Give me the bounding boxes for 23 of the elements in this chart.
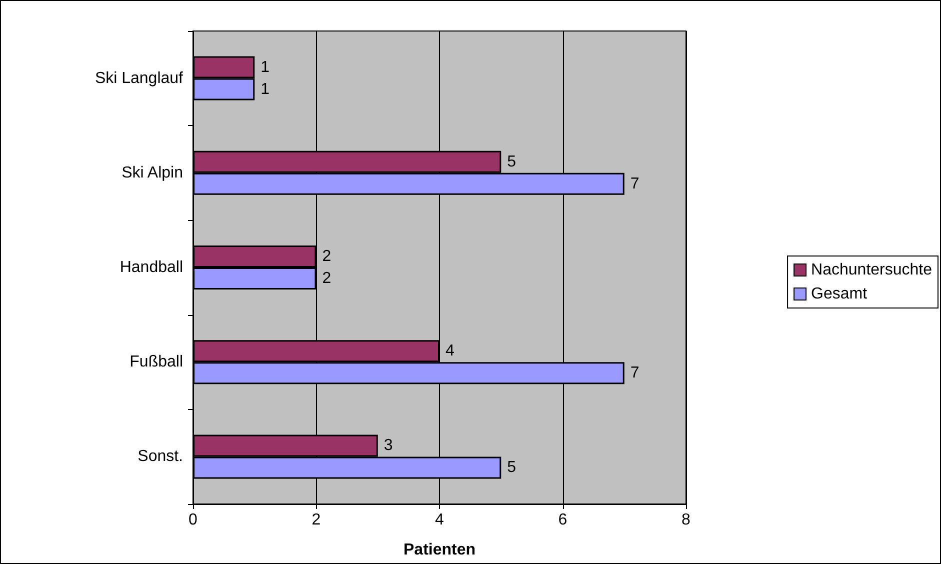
data-label: 3 (384, 437, 393, 454)
y-tick-label: Fußball (130, 354, 183, 371)
x-tick-label: 2 (312, 512, 321, 528)
data-label: 2 (322, 270, 332, 287)
y-tick-label: Sonst. (138, 448, 183, 466)
data-label: 5 (507, 459, 516, 476)
legend-label: Gesamt (811, 286, 868, 302)
x-axis-title: Patienten (403, 542, 476, 558)
x-tick-label: 8 (682, 512, 691, 528)
data-label: 7 (630, 364, 640, 382)
legend-label: Nachuntersuchte (811, 262, 932, 278)
y-tick-label: Ski Langlauf (94, 70, 184, 87)
data-label: 5 (507, 153, 516, 170)
x-tick-label: 4 (435, 512, 444, 528)
x-tick-label: 6 (558, 512, 568, 528)
x-tick-label: 0 (188, 512, 198, 528)
y-tick-label: Ski Alpin (122, 164, 183, 182)
y-tick-label: Handball (120, 259, 183, 276)
data-label: 1 (260, 80, 270, 98)
data-label: 7 (630, 175, 640, 192)
data-label: 1 (260, 58, 270, 76)
data-label: 2 (322, 248, 332, 265)
data-label: 4 (446, 342, 454, 360)
